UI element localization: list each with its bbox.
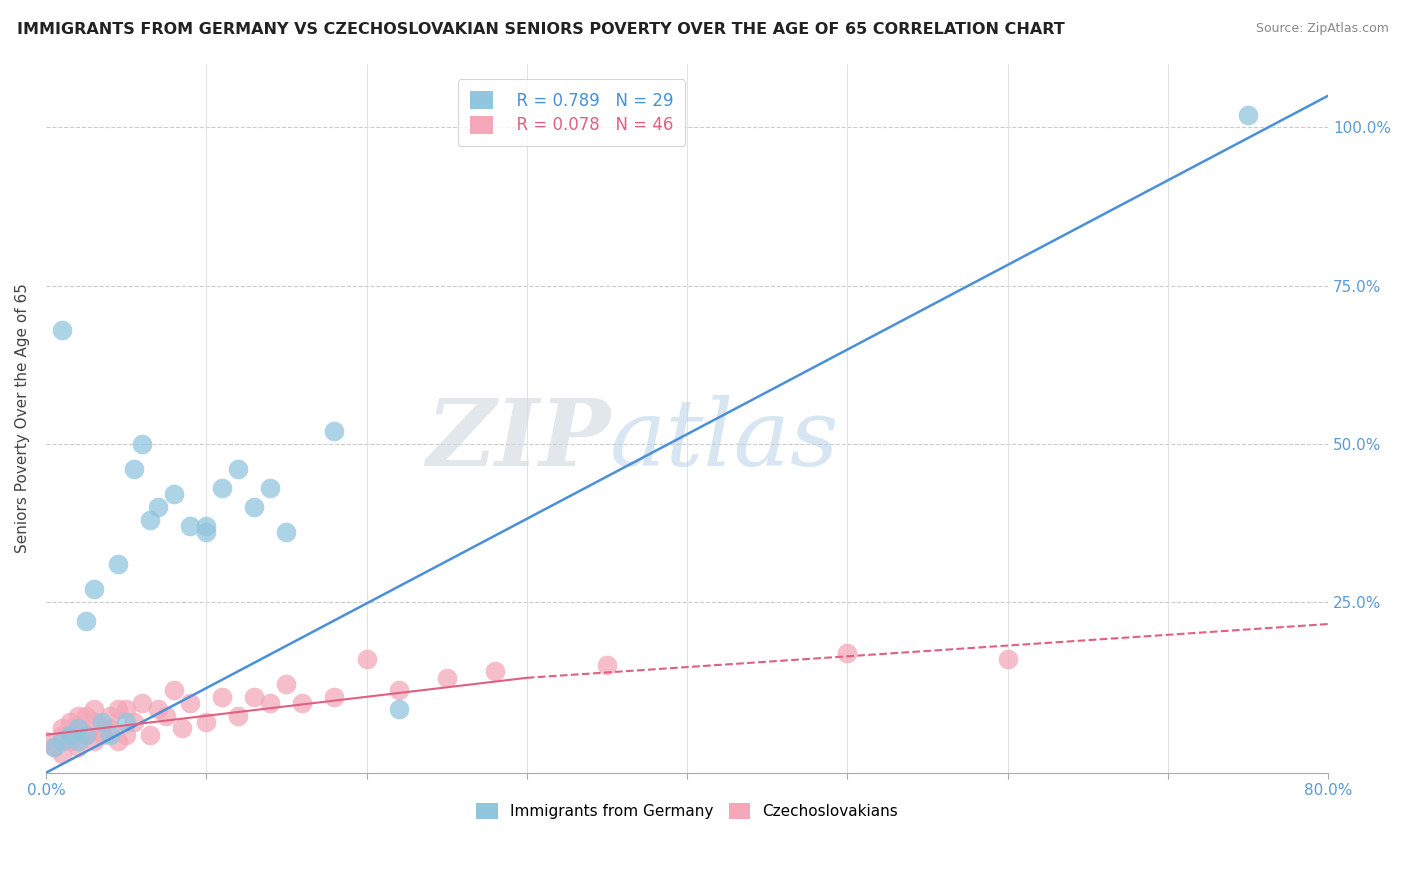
- Point: [66, 708, 89, 723]
- Point: [83, 582, 105, 597]
- Point: [195, 519, 218, 533]
- Point: [484, 665, 506, 679]
- Point: [1237, 108, 1260, 122]
- Text: ZIP: ZIP: [426, 394, 610, 484]
- Point: [122, 462, 145, 476]
- Point: [107, 734, 129, 748]
- Point: [107, 702, 129, 716]
- Text: atlas: atlas: [610, 394, 839, 484]
- Point: [131, 696, 153, 710]
- Point: [155, 708, 177, 723]
- Point: [259, 696, 281, 710]
- Point: [59, 734, 82, 748]
- Point: [146, 702, 169, 716]
- Point: [211, 481, 233, 495]
- Point: [83, 702, 105, 716]
- Point: [51, 747, 73, 761]
- Point: [163, 683, 186, 698]
- Text: Source: ZipAtlas.com: Source: ZipAtlas.com: [1256, 22, 1389, 36]
- Point: [51, 728, 73, 742]
- Legend: Immigrants from Germany, Czechoslovakians: Immigrants from Germany, Czechoslovakian…: [470, 797, 904, 825]
- Point: [179, 519, 201, 533]
- Point: [323, 424, 346, 438]
- Point: [243, 690, 266, 704]
- Point: [226, 708, 249, 723]
- Point: [243, 500, 266, 514]
- Point: [98, 728, 121, 742]
- Point: [66, 740, 89, 755]
- Point: [59, 715, 82, 730]
- Point: [195, 715, 218, 730]
- Point: [83, 715, 105, 730]
- Point: [276, 677, 298, 691]
- Point: [66, 722, 89, 736]
- Point: [139, 728, 162, 742]
- Point: [51, 734, 73, 748]
- Point: [75, 614, 97, 628]
- Point: [35, 734, 58, 748]
- Point: [139, 513, 162, 527]
- Y-axis label: Seniors Poverty Over the Age of 65: Seniors Poverty Over the Age of 65: [15, 284, 30, 553]
- Point: [115, 702, 138, 716]
- Point: [291, 696, 314, 710]
- Point: [42, 740, 65, 755]
- Point: [91, 715, 114, 730]
- Point: [75, 728, 97, 742]
- Point: [115, 715, 138, 730]
- Point: [66, 734, 89, 748]
- Point: [66, 722, 89, 736]
- Point: [131, 436, 153, 450]
- Point: [276, 525, 298, 540]
- Point: [59, 728, 82, 742]
- Point: [997, 652, 1019, 666]
- Point: [122, 715, 145, 730]
- Point: [98, 708, 121, 723]
- Point: [115, 728, 138, 742]
- Point: [51, 722, 73, 736]
- Point: [179, 696, 201, 710]
- Point: [107, 557, 129, 571]
- Point: [387, 702, 409, 716]
- Point: [98, 722, 121, 736]
- Point: [323, 690, 346, 704]
- Point: [42, 740, 65, 755]
- Point: [387, 683, 409, 698]
- Point: [91, 722, 114, 736]
- Point: [226, 462, 249, 476]
- Point: [195, 525, 218, 540]
- Point: [837, 646, 859, 660]
- Point: [75, 708, 97, 723]
- Point: [91, 728, 114, 742]
- Point: [163, 487, 186, 501]
- Point: [146, 500, 169, 514]
- Point: [83, 734, 105, 748]
- Point: [436, 671, 458, 685]
- Text: IMMIGRANTS FROM GERMANY VS CZECHOSLOVAKIAN SENIORS POVERTY OVER THE AGE OF 65 CO: IMMIGRANTS FROM GERMANY VS CZECHOSLOVAKI…: [17, 22, 1064, 37]
- Point: [75, 728, 97, 742]
- Point: [259, 481, 281, 495]
- Point: [172, 722, 194, 736]
- Point: [51, 323, 73, 337]
- Point: [211, 690, 233, 704]
- Point: [356, 652, 378, 666]
- Point: [596, 658, 619, 673]
